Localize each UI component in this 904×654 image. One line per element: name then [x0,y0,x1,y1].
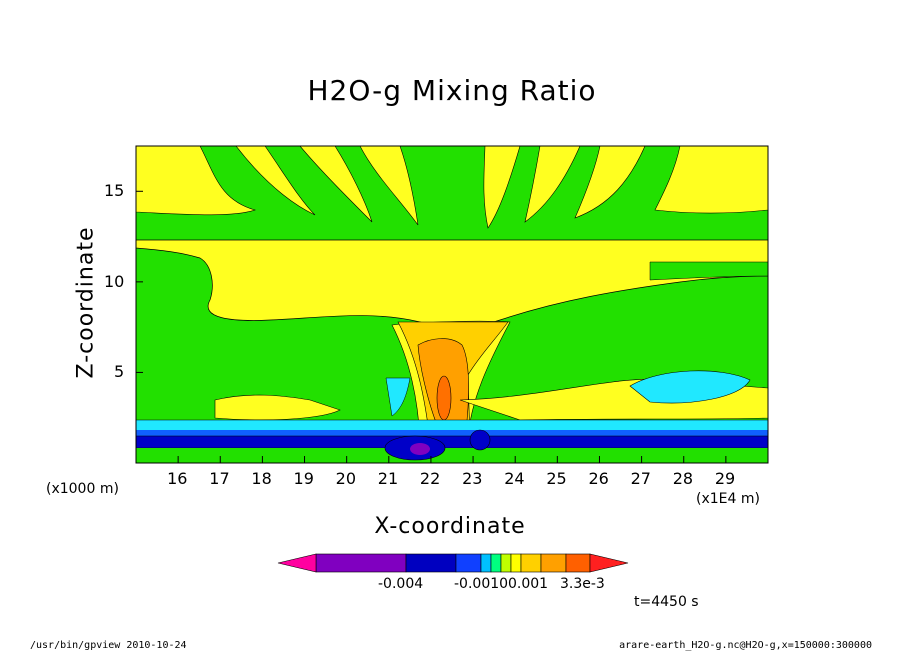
upper-stripe [299,146,373,223]
x-multiplier-note: (x1E4 m) [696,491,760,507]
x-tick-label: 23 [462,469,483,488]
axis-ticks [136,190,727,463]
colorbar [277,553,629,573]
contour-field [136,146,768,463]
anvil-region [136,239,768,329]
x-tick-label: 18 [251,469,272,488]
near-surface-blue-band [136,435,768,449]
upper-stripe [136,146,257,216]
upper-stripe [483,146,521,229]
near-surface-light-blue-band [136,430,768,438]
cyan-pocket-left [385,377,411,417]
colorbar-segment [405,553,457,573]
colorbar-segment [455,553,482,573]
x-tick-label: 25 [546,469,567,488]
upper-stripe [524,146,581,223]
y-axis-label: Z-coordinate [73,226,99,379]
colorbar-segment [500,553,512,573]
x-tick-label: 29 [714,469,736,488]
colorbar-segment [315,553,407,573]
surface-green-band [136,448,768,463]
colorbar-segment [490,553,502,573]
x-unit-note: (x1000 m) [46,481,119,497]
colorbar-segment [540,553,567,573]
x-axis-label: X-coordinate [374,514,526,539]
footer-right: arare-earth_H2O-g.nc@H2O-g,x=150000:3000… [619,640,872,651]
colorbar-tick-label: 3.3e-3 [560,576,605,592]
upper-stripe [235,146,316,216]
x-tick-label: 17 [209,469,230,488]
x-tick-label: 20 [335,469,357,488]
x-tick-label: 16 [167,469,188,488]
plot-frame [135,145,769,464]
y-tick-label: 5 [114,362,125,382]
footer-left: /usr/bin/gpview 2010-10-24 [30,640,187,651]
x-tick-label: 27 [630,469,651,488]
upper-stripe [359,146,419,226]
surface-purple-blob [410,443,430,455]
x-tick-label: 19 [293,469,314,488]
colorbar-segment [520,553,542,573]
cyan-pocket-right [629,370,751,404]
colorbar-tick-label: -0.004 [378,576,424,592]
colorbar-tick-label: 0.001 [508,576,549,592]
updraft-core [436,375,452,421]
x-tick-label: 26 [588,469,609,488]
upper-stripe [654,146,768,214]
y-tick-label: 15 [104,181,125,201]
upper-stripe [574,146,646,219]
colorbar-min-arrow [277,553,317,573]
colorbar-tick-label: -0.0010 [454,576,509,592]
chart-title: H2O-g Mixing Ratio [307,74,597,107]
x-tick-label: 21 [377,469,399,488]
surface-blue-blob [469,429,491,451]
x-tick-label: 28 [672,469,694,488]
x-tick-label: 24 [504,469,525,488]
colorbar-segment [480,553,492,573]
y-tick-label: 10 [104,271,125,291]
x-tick-label: 22 [419,469,441,488]
colorbar-segment [565,553,591,573]
low-yellow-left [214,394,341,421]
colorbar-segment [510,553,522,573]
time-label: t=4450 s [634,594,699,610]
colorbar-max-arrow [589,553,629,573]
